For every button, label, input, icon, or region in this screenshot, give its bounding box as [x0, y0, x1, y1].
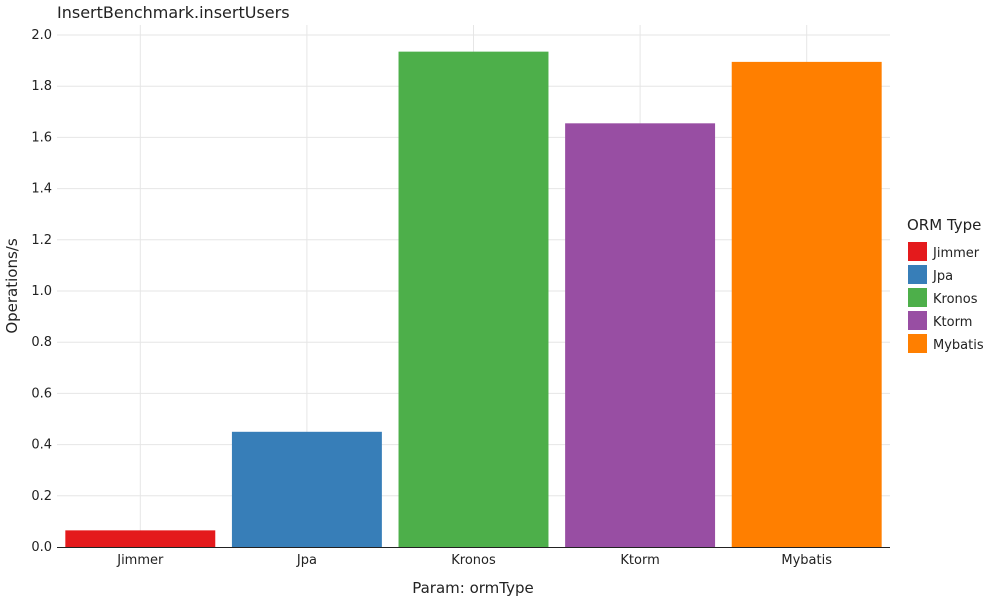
- bar-jpa: [231, 431, 382, 547]
- y-tick-label: 0.8: [31, 335, 52, 350]
- bar-ktorm: [565, 123, 716, 547]
- legend-label: Ktorm: [933, 315, 972, 330]
- legend-swatch-jimmer: [908, 242, 927, 261]
- legend-swatch-mybatis: [908, 334, 927, 353]
- x-tick-label: Mybatis: [781, 553, 832, 568]
- y-tick-label: 1.2: [31, 233, 52, 248]
- legend-label: Jpa: [932, 269, 953, 284]
- x-tick-label: Ktorm: [620, 553, 659, 568]
- bars-layer: [65, 51, 882, 547]
- y-tick-label: 0.2: [31, 489, 52, 504]
- legend: ORM Type Jimmer Jpa Kronos Ktorm Mybatis: [907, 216, 984, 353]
- y-tick-label: 0.4: [31, 438, 52, 453]
- legend-swatch-ktorm: [908, 311, 927, 330]
- y-tick-label: 1.6: [31, 130, 52, 145]
- legend-label: Kronos: [933, 292, 978, 307]
- y-tick-label: 1.0: [31, 284, 52, 299]
- bar-jimmer: [65, 530, 216, 547]
- chart-title: InsertBenchmark.insertUsers: [57, 3, 290, 22]
- y-tick-label: 1.4: [31, 182, 52, 197]
- y-tick-label: 2.0: [31, 28, 52, 43]
- bar-kronos: [398, 51, 549, 547]
- x-axis-title: Param: ormType: [412, 579, 534, 597]
- y-axis-title: Operations/s: [3, 238, 21, 334]
- axes-layer: 0.0 0.2 0.4 0.6 0.8 1.0 1.2 1.4 1.6 1.8 2.0 Jimmer J…: [31, 28, 890, 568]
- bar-mybatis: [731, 61, 882, 547]
- legend-label: Jimmer: [932, 246, 980, 261]
- y-tick-label: 0.0: [31, 540, 52, 555]
- y-tick-label: 0.6: [31, 386, 52, 401]
- x-tick-label: Kronos: [451, 553, 496, 568]
- legend-swatch-kronos: [908, 288, 927, 307]
- y-tick-label: 1.8: [31, 79, 52, 94]
- legend-label: Mybatis: [933, 338, 984, 353]
- x-tick-label: Jpa: [296, 553, 317, 568]
- legend-title: ORM Type: [907, 216, 981, 234]
- x-tick-label: Jimmer: [116, 553, 164, 568]
- legend-swatch-jpa: [908, 265, 927, 284]
